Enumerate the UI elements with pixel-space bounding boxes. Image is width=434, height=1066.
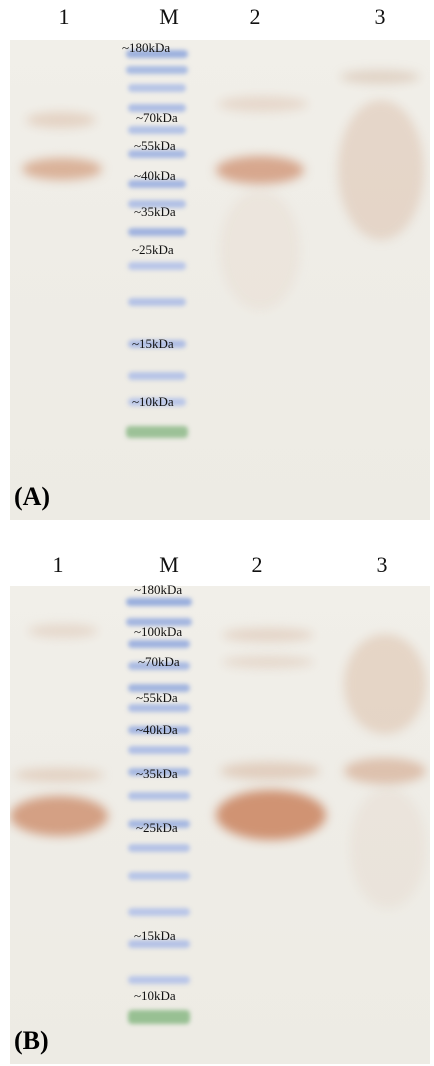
- sample-band: [220, 762, 320, 780]
- mw-label: ~25kDa: [132, 242, 174, 257]
- sample-band: [344, 758, 426, 784]
- lane-label-2: 2: [249, 4, 261, 29]
- blot-panel-a: 1 M 2 3 ~180kDa ~70kDa ~55kDa ~40kDa ~35…: [10, 0, 430, 520]
- panel-label-a: (A): [14, 482, 51, 511]
- sample-band: [222, 628, 314, 642]
- sample-band: [28, 624, 98, 638]
- ladder-band: [128, 872, 190, 880]
- mw-label: ~180kDa: [134, 582, 183, 597]
- panel-label-b: (B): [14, 1026, 49, 1055]
- mw-label: ~100kDa: [134, 624, 183, 639]
- ladder-band: [128, 820, 190, 828]
- sample-band: [340, 70, 420, 84]
- ladder-band-green: [128, 1010, 190, 1024]
- mw-label: ~35kDa: [136, 766, 178, 781]
- ladder-band: [128, 704, 190, 712]
- ladder-band: [128, 746, 190, 754]
- lane-label-m: M: [159, 4, 179, 29]
- ladder-band: [128, 792, 190, 800]
- ladder-band: [128, 150, 186, 158]
- mw-label: ~55kDa: [134, 138, 176, 153]
- sample-smear: [350, 788, 426, 908]
- ladder-band: [128, 372, 186, 380]
- lane-label-2: 2: [251, 552, 263, 577]
- membrane-a: [10, 40, 430, 520]
- mw-label: ~70kDa: [138, 654, 180, 669]
- ladder-band: [128, 84, 186, 92]
- ladder-band: [126, 66, 188, 74]
- ladder-band: [128, 662, 190, 670]
- sample-band: [218, 96, 308, 112]
- mw-label: ~25kDa: [136, 820, 178, 835]
- ladder-band: [128, 180, 186, 188]
- ladder-band: [128, 684, 190, 692]
- ladder-band-green: [126, 426, 188, 438]
- sample-smear: [344, 634, 426, 734]
- sample-band: [216, 790, 326, 840]
- mw-label: ~40kDa: [134, 168, 176, 183]
- mw-label: ~15kDa: [134, 928, 176, 943]
- ladder-band: [128, 228, 186, 236]
- ladder-band: [126, 598, 192, 606]
- ladder-band: [128, 908, 190, 916]
- blot-panel-b: 1 M 2 3 ~180kDa ~100kDa ~70kDa ~55kDa ~4…: [10, 548, 430, 1064]
- lane-label-m: M: [159, 552, 179, 577]
- ladder-band: [128, 104, 186, 112]
- ladder-band: [128, 768, 190, 776]
- sample-band: [222, 656, 314, 668]
- mw-label: ~10kDa: [134, 988, 176, 1003]
- sample-band: [10, 796, 108, 836]
- lane-label-3: 3: [374, 4, 386, 29]
- sample-band: [22, 158, 102, 180]
- ladder-band: [128, 298, 186, 306]
- sample-band: [26, 112, 96, 128]
- mw-label: ~40kDa: [136, 722, 178, 737]
- mw-label: ~15kDa: [132, 336, 174, 351]
- sample-smear: [220, 190, 300, 310]
- ladder-band: [126, 618, 192, 626]
- ladder-band: [126, 50, 188, 58]
- mw-label: ~55kDa: [136, 690, 178, 705]
- ladder-band: [128, 398, 186, 406]
- sample-smear: [338, 100, 424, 240]
- mw-label: ~70kDa: [136, 110, 178, 125]
- mw-label: ~35kDa: [134, 204, 176, 219]
- ladder-band: [128, 340, 186, 348]
- lane-label-1: 1: [58, 4, 70, 29]
- ladder-band: [128, 844, 190, 852]
- ladder-band: [128, 640, 190, 648]
- ladder-band: [128, 940, 190, 948]
- sample-band: [14, 768, 104, 782]
- mw-label: ~10kDa: [132, 394, 174, 409]
- ladder-band: [128, 976, 190, 984]
- ladder-band: [128, 726, 190, 734]
- lane-label-3: 3: [376, 552, 388, 577]
- sample-band: [216, 156, 304, 184]
- ladder-band: [128, 200, 186, 208]
- mw-label: ~180kDa: [122, 40, 171, 55]
- ladder-band: [128, 262, 186, 270]
- lane-label-1: 1: [52, 552, 64, 577]
- ladder-band: [128, 126, 186, 134]
